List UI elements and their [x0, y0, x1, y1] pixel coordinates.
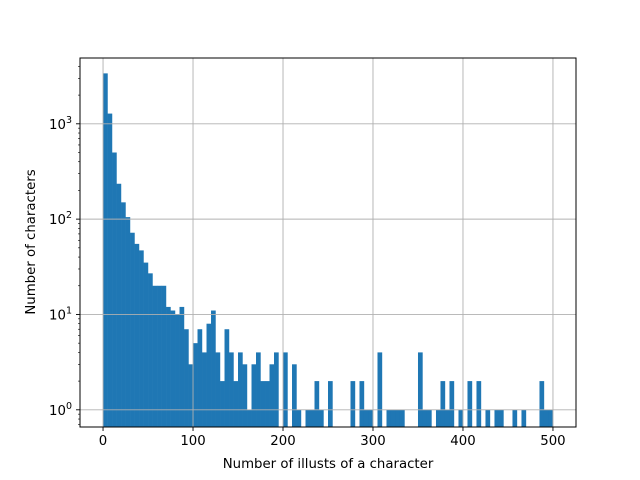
histogram-bar	[238, 352, 243, 427]
x-axis-ticks: 0 100 200 300 400 500	[99, 427, 566, 449]
histogram-bar	[543, 409, 549, 427]
histogram-bar	[229, 352, 234, 427]
histogram-bar	[166, 306, 171, 427]
histogram-bar	[233, 381, 239, 427]
histogram-bar	[363, 409, 369, 427]
histogram-bar	[377, 352, 383, 427]
x-tick-label: 300	[360, 434, 385, 449]
histogram-bar	[494, 409, 500, 427]
histogram-bar	[184, 329, 189, 427]
histogram-bar	[112, 152, 117, 427]
y-tick-label: 100	[49, 401, 72, 419]
histogram-bar	[103, 73, 108, 427]
histogram-bar	[435, 409, 441, 427]
histogram-bar	[422, 409, 428, 427]
histogram-bar	[175, 314, 180, 427]
histogram-bar	[314, 381, 320, 427]
histogram-bar	[350, 381, 356, 427]
histogram-bar	[202, 352, 207, 427]
histogram-bar	[242, 364, 248, 427]
histogram-bar	[512, 409, 518, 427]
histogram-bar	[161, 285, 167, 427]
grid-lines	[80, 58, 576, 427]
histogram-bar	[188, 364, 194, 427]
histogram-bar	[224, 329, 230, 427]
x-tick-label: 0	[99, 434, 107, 449]
histogram-bar	[260, 381, 266, 427]
histogram-bar	[440, 381, 446, 427]
histogram-bar	[498, 409, 504, 427]
plot-frame	[79, 57, 577, 428]
x-tick-label: 200	[270, 434, 295, 449]
histogram-bar	[193, 343, 198, 427]
histogram-bar	[265, 381, 270, 427]
x-tick-label: 500	[540, 434, 565, 449]
histogram-bar	[256, 352, 261, 427]
x-tick-label: 100	[180, 434, 205, 449]
x-tick-label: 400	[450, 434, 475, 449]
y-axis-ticks: 100 101 102 103	[49, 66, 80, 425]
histogram-bar	[220, 381, 225, 427]
histogram-bar	[467, 381, 473, 427]
histogram-bar	[458, 409, 464, 427]
histogram-bar	[305, 409, 311, 427]
histogram-bar	[251, 364, 257, 427]
histogram-bar	[130, 232, 135, 427]
y-tick-label: 101	[49, 305, 72, 323]
histogram-bar	[521, 409, 527, 427]
histogram-bar	[157, 285, 162, 427]
histogram-bar	[310, 409, 315, 427]
histogram-bar	[152, 285, 158, 427]
histogram-bar	[548, 409, 554, 427]
x-axis-label: Number of illusts of a character	[223, 457, 434, 472]
histogram-bar	[390, 409, 396, 427]
histogram-bar	[206, 323, 212, 427]
histogram-bar	[292, 364, 297, 427]
histogram-bar	[170, 310, 176, 427]
histogram-bar	[417, 352, 423, 427]
histogram-bar	[274, 352, 279, 427]
histogram-bar	[476, 381, 482, 427]
histogram-bar	[444, 409, 450, 427]
histogram-bar	[139, 250, 144, 427]
histogram-bar	[143, 262, 149, 427]
histogram-bar	[485, 409, 491, 427]
histogram-bar	[134, 243, 140, 427]
histogram-bar	[359, 381, 365, 427]
histogram-bar	[215, 352, 221, 427]
y-tick-label: 102	[49, 210, 72, 228]
histogram-bar	[179, 306, 185, 427]
histogram-bar	[539, 381, 545, 427]
histogram-bar	[247, 409, 252, 427]
histogram-bar	[211, 310, 216, 427]
histogram-bar	[197, 329, 203, 427]
y-tick-label: 103	[49, 115, 72, 133]
histogram-bar	[449, 381, 455, 427]
histogram-bar	[125, 217, 131, 427]
histogram-bar	[107, 113, 113, 427]
histogram-bar	[319, 409, 324, 427]
histogram-bar	[399, 409, 405, 427]
histogram-bar	[296, 409, 302, 427]
histogram-bar	[269, 364, 275, 427]
histogram-bar	[426, 409, 432, 427]
histogram-bar	[283, 352, 288, 427]
histogram-bar	[116, 183, 122, 427]
histogram-bar	[395, 409, 401, 427]
histogram-bar	[148, 273, 153, 427]
histogram-bar	[368, 409, 374, 427]
histogram-bar	[328, 381, 333, 427]
y-axis-label: Number of characters	[24, 169, 39, 314]
histogram-bar	[386, 409, 392, 427]
